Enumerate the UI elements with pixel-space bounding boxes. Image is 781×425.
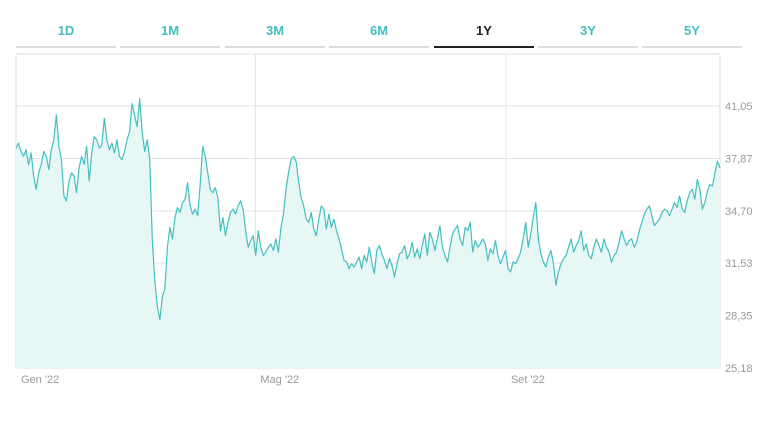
tab-1d[interactable]: 1D: [16, 14, 116, 48]
tab-underline: [120, 46, 220, 48]
y-tick-label: 41,05: [725, 101, 753, 113]
x-tick-label: Set '22: [511, 374, 545, 386]
y-tick-label: 37,87: [725, 154, 753, 166]
tab-label: 3M: [265, 23, 285, 38]
tab-underline: [16, 46, 116, 48]
tab-underline: [642, 46, 742, 48]
price-area: [16, 98, 720, 368]
tab-label: 5Y: [684, 23, 700, 38]
tab-label: 1Y: [476, 23, 492, 38]
tab-1y[interactable]: 1Y: [434, 14, 534, 48]
tab-label: 1M: [160, 23, 180, 38]
tab-3y[interactable]: 3Y: [538, 14, 638, 48]
tab-label: 6M: [369, 23, 389, 38]
tab-label: 3Y: [580, 23, 596, 38]
tab-3m[interactable]: 3M: [225, 14, 325, 48]
y-tick-label: 31,53: [725, 258, 753, 270]
tab-underline: [329, 46, 429, 48]
x-tick-label: Mag '22: [260, 374, 299, 386]
x-tick-label: Gen '22: [21, 374, 59, 386]
timeframe-tabs: 1D 1M 3M 6M 1Y 3Y 5Y: [0, 0, 781, 52]
price-line: [15, 97, 721, 321]
tab-label: 1D: [57, 23, 75, 38]
tab-underline: [538, 46, 638, 48]
tab-5y[interactable]: 5Y: [642, 14, 742, 48]
tab-1m[interactable]: 1M: [120, 14, 220, 48]
tab-underline: [434, 46, 534, 48]
tab-underline: [225, 46, 325, 48]
tab-6m[interactable]: 6M: [329, 14, 429, 48]
y-tick-label: 34,70: [725, 206, 753, 218]
y-tick-label: 25,18: [725, 363, 753, 375]
y-tick-label: 28,35: [725, 311, 753, 323]
